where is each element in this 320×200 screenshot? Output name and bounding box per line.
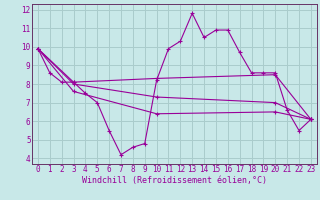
X-axis label: Windchill (Refroidissement éolien,°C): Windchill (Refroidissement éolien,°C) [82, 176, 267, 185]
